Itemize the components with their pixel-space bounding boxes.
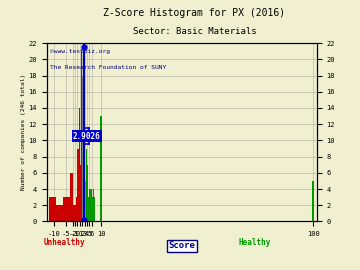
Text: ©www.textbiz.org: ©www.textbiz.org	[50, 49, 109, 53]
Bar	[81, 51, 82, 221]
Bar	[76, 197, 77, 221]
Bar	[80, 165, 81, 221]
Bar	[91, 197, 93, 221]
Bar	[71, 173, 73, 221]
Bar	[93, 189, 94, 221]
Bar	[87, 165, 88, 221]
Text: 2.9026: 2.9026	[73, 132, 101, 141]
Bar	[86, 148, 87, 221]
Bar	[85, 181, 86, 221]
Text: Unhealthy: Unhealthy	[44, 238, 85, 248]
Bar	[312, 181, 314, 221]
Bar	[82, 76, 84, 221]
X-axis label: Score: Score	[168, 241, 195, 250]
Text: Healthy: Healthy	[238, 238, 270, 248]
Bar	[75, 205, 76, 221]
Bar	[88, 197, 89, 221]
Bar	[78, 108, 80, 221]
Text: Z-Score Histogram for PX (2016): Z-Score Histogram for PX (2016)	[103, 8, 285, 18]
Bar	[94, 197, 95, 221]
Bar	[89, 189, 90, 221]
Bar	[49, 197, 56, 221]
Bar	[84, 148, 85, 221]
Bar	[100, 116, 102, 221]
Bar	[77, 148, 78, 221]
Bar	[90, 189, 91, 221]
Bar	[73, 205, 75, 221]
Text: Sector: Basic Materials: Sector: Basic Materials	[132, 27, 256, 36]
Text: The Research Foundation of SUNY: The Research Foundation of SUNY	[50, 65, 166, 70]
Bar	[56, 205, 63, 221]
Y-axis label: Number of companies (246 total): Number of companies (246 total)	[21, 74, 26, 190]
Bar	[74, 213, 75, 221]
Bar	[63, 197, 71, 221]
